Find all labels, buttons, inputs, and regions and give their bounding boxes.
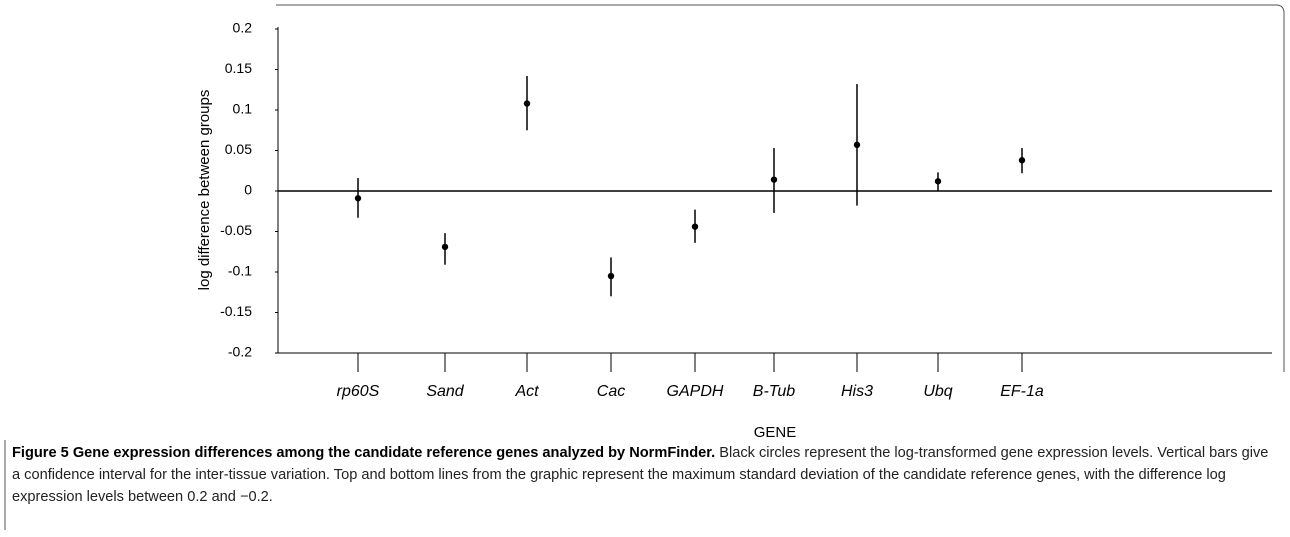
x-axis-title: GENE bbox=[754, 424, 797, 441]
point bbox=[691, 223, 699, 230]
point bbox=[934, 178, 942, 185]
caption-text: Black circles represent the log-transfor… bbox=[12, 445, 1269, 505]
x-tick-label: B-Tub bbox=[753, 383, 795, 400]
y-tick-label: -0.1 bbox=[228, 263, 252, 279]
x-tick-label: Sand bbox=[426, 383, 464, 400]
x-tick-label: GAPDH bbox=[667, 383, 724, 400]
y-tick-label: -0.15 bbox=[220, 303, 252, 319]
point bbox=[607, 272, 615, 280]
y-tick-label: -0.05 bbox=[220, 222, 252, 238]
y-tick-label: 0 bbox=[244, 182, 252, 198]
y-tick-label: 0.05 bbox=[225, 141, 252, 157]
point bbox=[853, 141, 861, 149]
point bbox=[770, 176, 778, 183]
caption: Figure 5 Gene expression differences amo… bbox=[12, 442, 1274, 508]
y-tick-label: 0.15 bbox=[225, 60, 252, 76]
x-tick-label: Ubq bbox=[923, 383, 952, 400]
x-tick-label: Cac bbox=[597, 383, 625, 400]
caption-label: Figure 5 bbox=[12, 445, 69, 461]
y-tick-label: 0.2 bbox=[233, 20, 253, 36]
point bbox=[1018, 157, 1026, 164]
x-tick-label: Act bbox=[514, 383, 539, 400]
y-axis-title: log difference between groups bbox=[196, 90, 213, 291]
y-tick-label: 0.1 bbox=[233, 101, 253, 117]
x-tick-label: rp60S bbox=[337, 383, 380, 400]
point bbox=[354, 195, 362, 202]
frame bbox=[276, 4, 1285, 372]
x-tick-label: EF-1a bbox=[1000, 383, 1044, 400]
caption-title: Gene expression differences among the ca… bbox=[72, 445, 716, 461]
y-tick-label: -0.2 bbox=[228, 344, 252, 360]
point bbox=[441, 243, 449, 251]
point bbox=[523, 100, 531, 107]
x-tick-label: His3 bbox=[841, 383, 873, 400]
